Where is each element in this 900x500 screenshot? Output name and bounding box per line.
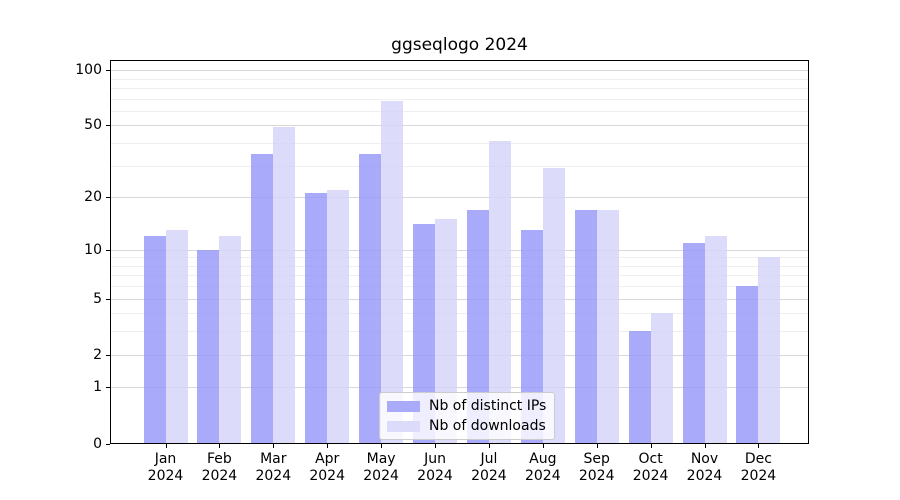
y-axis-tick xyxy=(106,443,110,445)
bar-downloads-aug xyxy=(542,168,565,444)
x-axis-tick xyxy=(542,444,544,448)
bar-distinct-ips-oct xyxy=(628,331,651,444)
gridline-major xyxy=(111,70,809,72)
x-tick-label: Apr 2024 xyxy=(309,451,345,484)
x-axis-tick xyxy=(758,444,760,448)
y-tick-label: 10 xyxy=(84,241,102,258)
y-tick-label: 20 xyxy=(84,189,102,206)
y-tick-label: 2 xyxy=(93,346,102,363)
bar-downloads-mar xyxy=(273,127,296,444)
y-tick-label: 50 xyxy=(84,117,102,134)
x-tick-label: Dec 2024 xyxy=(740,451,777,484)
x-axis-tick xyxy=(381,444,383,448)
bar-distinct-ips-nov xyxy=(682,242,705,444)
gridline-minor xyxy=(111,331,809,333)
y-axis-tick xyxy=(106,197,110,199)
bar-downloads-sep xyxy=(596,209,619,444)
bar-distinct-ips-dec xyxy=(736,286,759,444)
gridline-major xyxy=(111,354,809,356)
gridline-major xyxy=(111,387,809,389)
bar-downloads-nov xyxy=(704,236,727,444)
y-tick-label: 0 xyxy=(93,435,102,452)
y-axis-tick xyxy=(106,354,110,356)
gridline-minor xyxy=(111,265,809,267)
legend-swatch-distinct-ips xyxy=(387,400,420,412)
gridline-minor xyxy=(111,98,809,100)
x-axis-tick xyxy=(327,444,329,448)
bar-downloads-jun xyxy=(435,219,457,444)
bar-distinct-ips-jun xyxy=(413,224,435,444)
legend-label-distinct-ips: Nb of distinct IPs xyxy=(429,398,547,414)
bar-downloads-apr xyxy=(327,189,350,444)
x-tick-label: Oct 2024 xyxy=(632,451,669,484)
gridline-major xyxy=(111,197,809,199)
gridline-major xyxy=(111,298,809,300)
gridline-minor xyxy=(111,257,809,259)
gridline-minor xyxy=(111,88,809,89)
gridline-minor xyxy=(111,286,809,288)
bar-distinct-ips-sep xyxy=(574,209,597,444)
x-tick-label: Aug 2024 xyxy=(524,451,561,484)
gridline-minor xyxy=(111,78,809,80)
legend-swatch-downloads xyxy=(387,420,420,432)
x-tick-label: May 2024 xyxy=(363,451,399,484)
x-tick-label: Nov 2024 xyxy=(686,451,723,484)
x-axis-tick xyxy=(273,444,275,448)
bar-distinct-ips-apr xyxy=(305,193,328,444)
legend-entry-downloads: Nb of downloads xyxy=(387,417,546,435)
x-axis-tick xyxy=(704,444,706,448)
bar-distinct-ips-jul xyxy=(466,209,489,444)
gridline-major xyxy=(111,125,809,127)
gridline-minor xyxy=(111,275,809,277)
bar-distinct-ips-aug xyxy=(520,230,543,444)
y-tick-label: 100 xyxy=(75,62,102,79)
x-axis-tick xyxy=(650,444,652,448)
x-axis-tick xyxy=(219,444,221,448)
y-axis-tick xyxy=(106,125,110,127)
gridline-minor xyxy=(111,165,809,167)
x-tick-label: Jan 2024 xyxy=(147,451,184,484)
bar-distinct-ips-feb xyxy=(197,249,220,444)
gridline-minor xyxy=(111,110,809,112)
gridline-minor xyxy=(111,143,809,145)
bar-distinct-ips-may xyxy=(359,153,382,444)
bar-downloads-may xyxy=(381,101,404,444)
bar-distinct-ips-jan xyxy=(143,236,166,444)
legend-entry-distinct-ips: Nb of distinct IPs xyxy=(387,397,546,415)
bar-downloads-feb xyxy=(219,236,242,444)
gridline-minor xyxy=(111,313,809,315)
chart-title: ggseqlogo 2024 xyxy=(391,35,528,55)
bar-downloads-jan xyxy=(165,230,188,444)
x-tick-label: Feb 2024 xyxy=(201,451,238,484)
bar-downloads-oct xyxy=(650,313,673,444)
x-axis-tick xyxy=(165,444,167,448)
y-tick-label: 5 xyxy=(93,290,102,307)
legend-label-downloads: Nb of downloads xyxy=(429,418,546,434)
bar-distinct-ips-mar xyxy=(251,153,274,444)
y-axis-tick xyxy=(106,70,110,72)
x-tick-label: Sep 2024 xyxy=(578,451,615,484)
legend: Nb of distinct IPs Nb of downloads xyxy=(379,392,556,440)
x-tick-label: Jul 2024 xyxy=(471,451,507,484)
x-tick-label: Mar 2024 xyxy=(255,451,292,484)
bar-downloads-dec xyxy=(758,257,781,444)
y-axis-tick xyxy=(106,249,110,251)
x-axis-tick xyxy=(488,444,490,448)
bar-downloads-jul xyxy=(488,141,511,444)
y-tick-label: 1 xyxy=(93,379,102,396)
x-axis-tick xyxy=(596,444,598,448)
x-axis-tick xyxy=(435,444,436,448)
gridline-major xyxy=(111,249,809,251)
y-axis-tick xyxy=(106,387,110,389)
x-tick-label: Jun 2024 xyxy=(417,451,453,484)
y-axis-tick xyxy=(106,298,110,300)
